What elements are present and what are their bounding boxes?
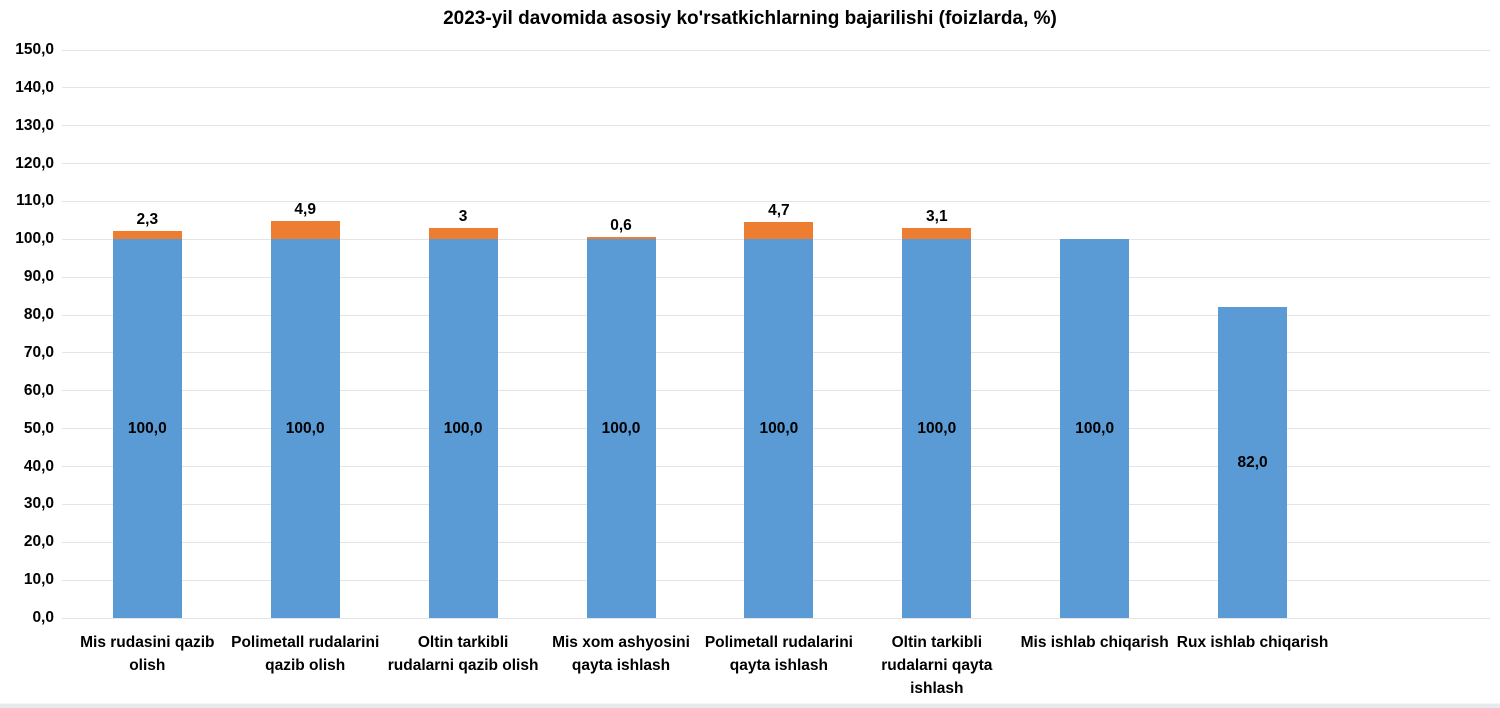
orange-value-label: 2,3 (136, 210, 159, 228)
y-tick-label: 150,0 (15, 41, 54, 58)
x-category-label: Oltin tarkibli rudalarni qazib olish (387, 634, 539, 674)
blue-value-label: 100,0 (601, 419, 641, 437)
y-tick-label: 90,0 (23, 268, 54, 286)
plot-area: 100,0 2,3 100,0 4,9 100,0 3 100,0 0,6 100,0 4,7 10… (62, 49, 1490, 619)
y-tick-label: 120,0 (15, 154, 54, 172)
orange-value-label: 4,9 (294, 200, 316, 218)
orange-value-label: 0,6 (610, 217, 632, 235)
orange-value-label: 4,7 (768, 201, 790, 219)
y-tick-label: 70,0 (23, 343, 54, 361)
x-category-label: Polimetall rudalarini qayta ishlash (704, 634, 853, 674)
y-tick-label: 30,0 (23, 495, 54, 513)
bar-blue-segment (112, 239, 182, 618)
y-tick-label: 0,0 (32, 609, 54, 626)
bar-blue-segment (1218, 307, 1288, 618)
orange-value-label: 3 (458, 207, 468, 225)
x-category-label: Rux ishlab chiqarish (1176, 634, 1329, 651)
bar-blue-segment (744, 239, 814, 618)
blue-value-label: 100,0 (759, 419, 799, 437)
bar-blue-segment (270, 239, 340, 618)
window-bottom-strip (0, 703, 1500, 708)
x-category-label: Polimetall rudalarini qazib olish (231, 634, 380, 674)
x-category-label: Mis xom ashyosini qayta ishlash (552, 634, 690, 674)
bar-orange-segment (112, 230, 182, 240)
bar-orange-segment (902, 227, 972, 240)
blue-value-label: 100,0 (1075, 419, 1115, 437)
bar-orange-segment (270, 220, 340, 240)
bar-blue-segment (1060, 239, 1130, 618)
chart-title: 2023-yil davomida asosiy ko'rsatkichlarn… (443, 8, 1057, 29)
orange-value-label: 3,1 (926, 207, 948, 225)
gridline (62, 125, 1490, 127)
gridline (62, 617, 1490, 619)
gridline (62, 87, 1490, 89)
bar-blue-segment (902, 239, 972, 618)
x-category-label: Oltin tarkibli rudalarni qayta ishlash (881, 634, 993, 697)
blue-value-label: 82,0 (1237, 453, 1268, 471)
y-tick-label: 60,0 (23, 381, 54, 399)
y-tick-label: 130,0 (15, 116, 54, 134)
bar-blue-segment (428, 239, 498, 618)
y-tick-label: 20,0 (23, 533, 54, 551)
bar-orange-segment (744, 221, 814, 240)
y-tick-label: 110,0 (16, 192, 54, 210)
gridline (62, 49, 1490, 51)
y-tick-label: 100,0 (15, 230, 54, 248)
y-tick-label: 10,0 (23, 571, 54, 589)
blue-value-label: 100,0 (443, 419, 483, 437)
bar-orange-segment (428, 227, 498, 240)
x-category-label: Mis rudasini qazib olish (80, 634, 215, 674)
bar-blue-segment (586, 239, 656, 618)
y-tick-label: 40,0 (23, 457, 54, 475)
x-category-label: Mis ishlab chiqarish (1020, 634, 1169, 651)
y-tick-label: 80,0 (23, 306, 54, 324)
gridline (62, 163, 1490, 165)
blue-value-label: 100,0 (285, 419, 325, 437)
blue-value-label: 100,0 (917, 419, 957, 437)
bar-orange-segment (586, 237, 656, 240)
gridline (62, 200, 1490, 202)
y-tick-label: 140,0 (15, 78, 54, 96)
blue-value-label: 100,0 (127, 419, 167, 437)
y-tick-label: 50,0 (23, 419, 54, 437)
